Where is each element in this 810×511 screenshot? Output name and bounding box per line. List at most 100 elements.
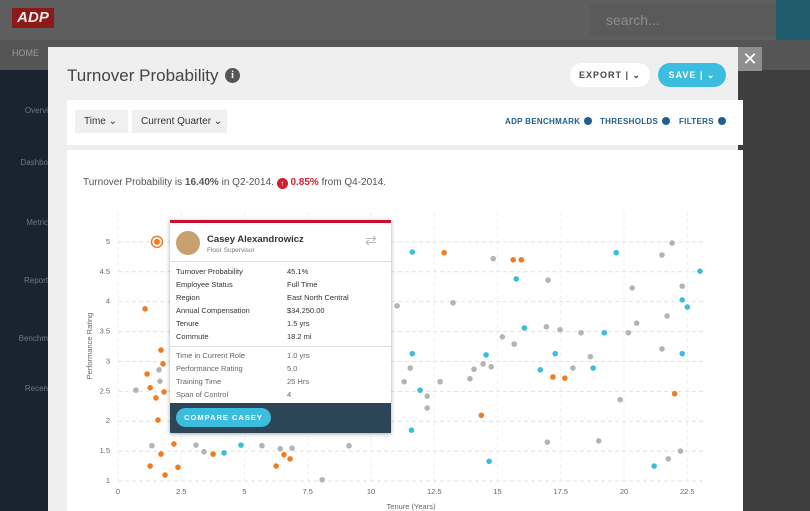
point: [201, 448, 207, 455]
point: [513, 276, 520, 282]
header: ADP search...: [0, 0, 810, 40]
point: [147, 384, 153, 391]
point: [287, 456, 293, 462]
point: [677, 448, 684, 454]
nav-home[interactable]: HOME: [12, 48, 39, 58]
point: [157, 378, 163, 384]
quarter-dropdown[interactable]: Current Quarter ⌄: [132, 110, 227, 133]
point: [133, 387, 139, 393]
sidebar-item[interactable]: Dashbo: [20, 158, 48, 167]
row-value: East North Central: [287, 293, 349, 302]
point: [679, 283, 686, 289]
divider: [170, 346, 391, 347]
point: [346, 442, 352, 449]
point: [478, 412, 485, 419]
x-tick-label: 17.5: [553, 487, 568, 496]
export-button[interactable]: EXPORT | ⌄: [570, 63, 650, 87]
point: [510, 257, 517, 263]
point: [417, 387, 423, 393]
y-tick-label: 2.5: [100, 386, 110, 395]
y-axis-label: Performance Rating: [85, 313, 94, 380]
swap-icon[interactable]: ⇄: [365, 232, 377, 248]
filters-link[interactable]: FILTERS: [679, 117, 726, 126]
point: [651, 463, 657, 469]
point: [408, 427, 415, 433]
point: [441, 249, 447, 256]
modal-title: Turnover Probability: [67, 66, 219, 85]
tooltip-row: Training Time 25 Hrs: [176, 377, 386, 386]
summary-suffix: from Q4-2014.: [321, 177, 387, 188]
sidebar-item[interactable]: Recen: [24, 384, 48, 393]
y-tick-label: 1: [106, 476, 110, 485]
point: [557, 326, 563, 333]
x-tick-label: 2.5: [176, 487, 186, 496]
y-tick-label: 3: [106, 356, 110, 365]
point: [595, 438, 602, 444]
export-label: EXPORT: [578, 70, 622, 80]
sidebar-item[interactable]: Report: [23, 276, 48, 285]
avatar: [176, 231, 200, 255]
x-tick-label: 15: [493, 487, 501, 496]
save-button[interactable]: SAVE | ⌄: [658, 63, 726, 87]
y-tick-label: 2: [106, 416, 110, 425]
point: [664, 313, 670, 319]
summary: Turnover Probability is 16.40% in Q2-201…: [83, 177, 386, 189]
tooltip-row: Tenure 1.5 yrs: [176, 319, 386, 328]
x-axis-label: Tenure (Years): [387, 502, 436, 511]
point: [153, 395, 159, 401]
row-value: 4: [287, 390, 292, 399]
logo[interactable]: ADP: [12, 8, 54, 28]
row-label: Commute: [176, 332, 209, 341]
thresholds-link[interactable]: THRESHOLDS: [600, 117, 670, 126]
point: [544, 439, 551, 445]
point: [480, 361, 486, 367]
point: [401, 378, 407, 385]
info-icon[interactable]: i: [225, 68, 240, 83]
point: [153, 238, 160, 245]
x-tick-label: 0: [116, 487, 120, 496]
point: [590, 365, 596, 371]
y-tick-label: 4: [106, 297, 110, 306]
row-label: Annual Compensation: [176, 306, 250, 315]
point: [684, 304, 691, 310]
point: [175, 464, 181, 471]
point: [289, 445, 295, 451]
point: [407, 365, 414, 371]
sidebar-item[interactable]: Metric: [26, 218, 48, 227]
point: [488, 364, 495, 370]
x-tick-label: 22.5: [680, 487, 695, 496]
close-button[interactable]: ✕: [738, 47, 762, 71]
compare-button[interactable]: COMPARE CASEY: [176, 408, 271, 427]
dropdown-label: Time: [84, 116, 106, 127]
point: [142, 306, 148, 312]
point: [162, 472, 168, 478]
row-value: 45.1%: [287, 267, 309, 276]
time-dropdown[interactable]: Time ⌄: [75, 110, 128, 133]
point: [409, 350, 416, 357]
point: [147, 463, 153, 469]
tooltip-row: Turnover Probability 45.1%: [176, 267, 386, 276]
search-box[interactable]: search...: [590, 4, 776, 36]
x-tick-label: 10: [367, 487, 375, 496]
row-value: 25 Hrs: [287, 377, 310, 386]
point: [669, 240, 675, 246]
tooltip: Casey Alexandrowicz Floor Supervisor ⇄ T…: [170, 220, 391, 433]
sidebar-item[interactable]: Benchm: [18, 334, 48, 343]
row-value: 5.0: [287, 364, 298, 373]
benchmark-link[interactable]: ADP BENCHMARK: [505, 117, 592, 126]
sidebar-item[interactable]: Overvi: [24, 106, 48, 115]
up-icon: ↑: [276, 178, 288, 189]
point: [467, 375, 473, 382]
divider: [170, 261, 391, 262]
point: [273, 463, 279, 469]
row-label: Tenure: [176, 319, 199, 328]
point: [550, 374, 556, 380]
point: [277, 445, 283, 452]
row-value: 18.2 mi: [287, 332, 312, 341]
point: [511, 341, 518, 347]
point: [437, 378, 443, 385]
point: [617, 396, 624, 403]
search-button[interactable]: [776, 0, 810, 40]
point: [156, 367, 162, 373]
